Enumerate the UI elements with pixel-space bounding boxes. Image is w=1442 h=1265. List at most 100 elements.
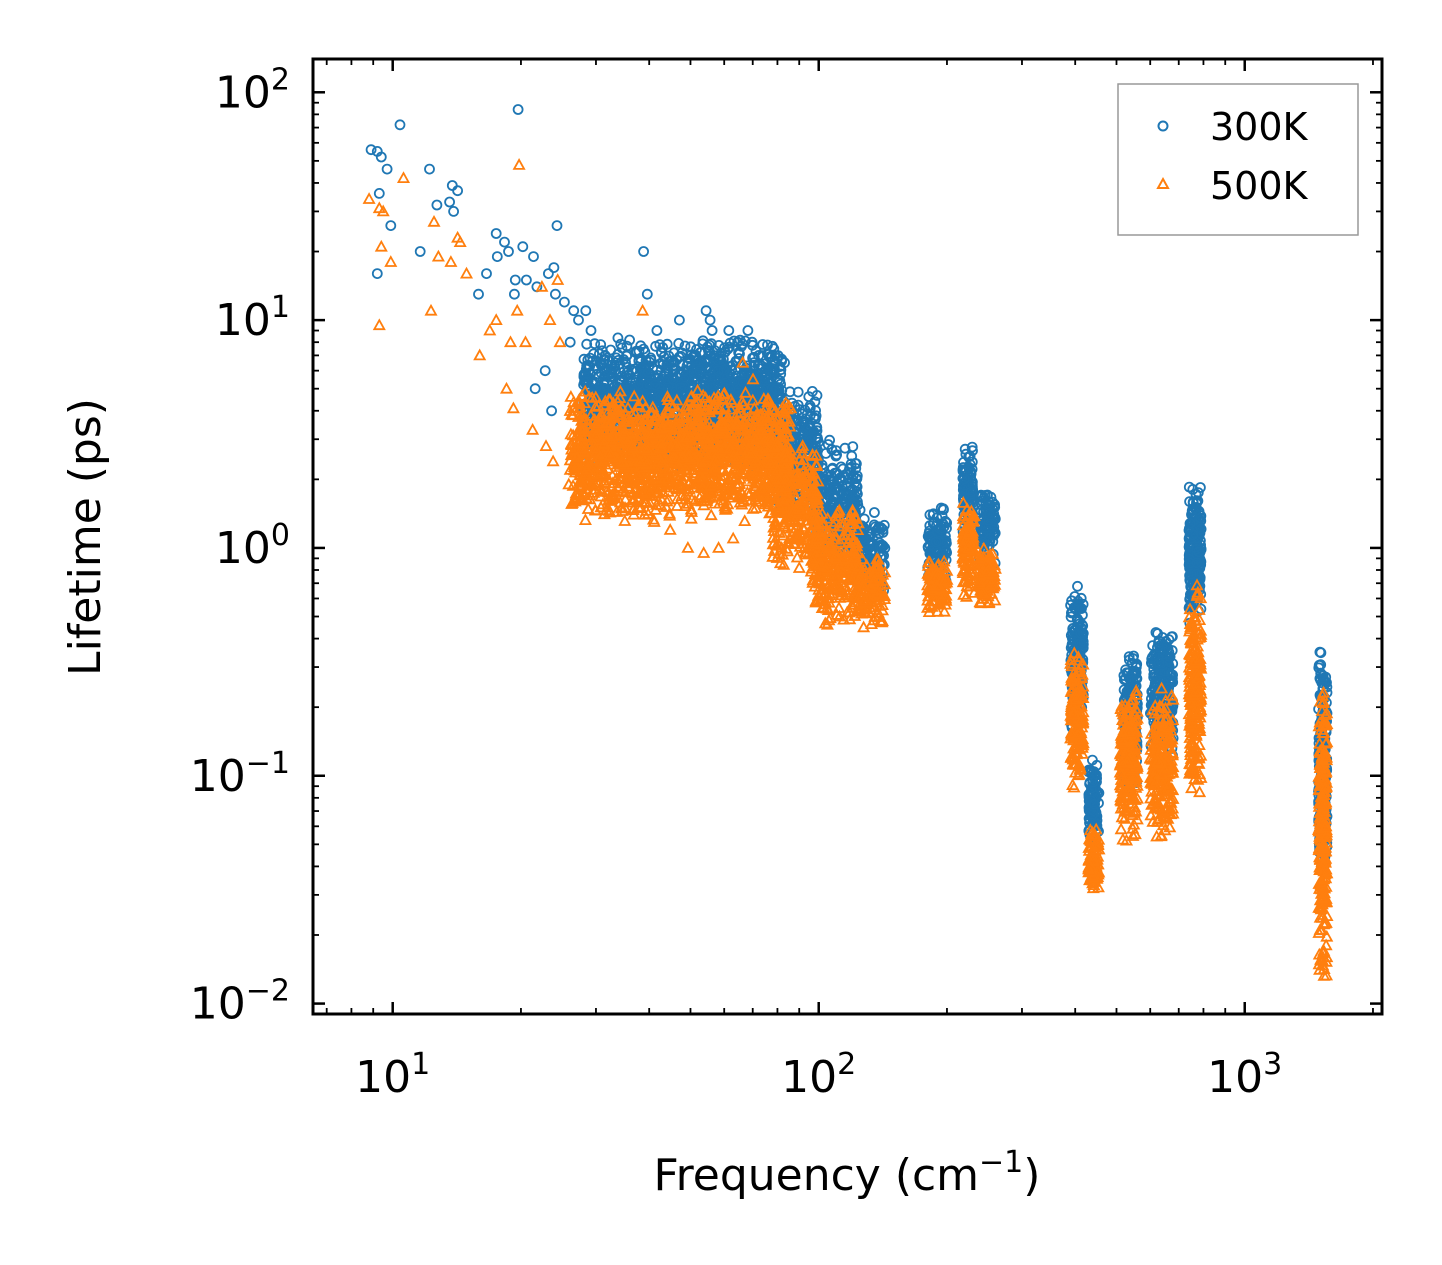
point-300k	[757, 339, 769, 350]
point-300k	[762, 362, 774, 374]
point-300k	[667, 373, 679, 385]
point-300k	[821, 486, 832, 498]
point-300k	[582, 354, 594, 366]
point-300k	[581, 338, 593, 350]
point-300k	[589, 338, 601, 350]
point-300k	[792, 386, 804, 398]
point-300k	[612, 332, 624, 344]
point-300k	[966, 441, 978, 453]
point-300k	[644, 378, 655, 390]
point-300k	[697, 338, 709, 350]
point-300k	[719, 342, 730, 354]
point-300k	[841, 468, 853, 480]
point-300k	[809, 396, 821, 408]
point-300k	[924, 531, 936, 542]
point-300k	[820, 447, 832, 459]
point-300k	[615, 338, 627, 350]
point-300k	[810, 413, 821, 425]
point-300k	[734, 348, 745, 360]
point-300k	[582, 371, 593, 383]
point-300k	[966, 463, 978, 475]
point-300k	[685, 341, 697, 353]
point-300k	[960, 448, 972, 460]
point-300k	[683, 358, 694, 369]
point-300k	[589, 376, 601, 388]
point-300k	[811, 389, 823, 401]
point-300k	[762, 339, 773, 351]
point-300k	[655, 358, 666, 370]
point-300k	[844, 463, 855, 475]
point-300k	[793, 415, 804, 427]
point-300k	[852, 488, 863, 500]
point-300k	[609, 359, 620, 371]
point-300k	[675, 382, 687, 394]
point-300k	[615, 374, 627, 386]
point-300k	[877, 527, 889, 538]
point-300k	[938, 504, 949, 516]
point-300k	[621, 340, 633, 352]
point-300k	[847, 441, 859, 453]
point-300k	[830, 445, 842, 457]
point-300k	[651, 377, 663, 389]
point-300k	[588, 348, 599, 360]
point-300k	[678, 365, 689, 377]
point-300k	[958, 479, 970, 491]
point-300k	[836, 490, 848, 502]
point-300k	[739, 364, 751, 376]
point-300k	[826, 499, 838, 510]
point-300k	[812, 433, 823, 445]
point-300k	[746, 370, 758, 382]
point-300k	[599, 370, 610, 382]
point-300k	[775, 368, 787, 380]
point-300k	[842, 490, 853, 502]
point-300k	[823, 474, 835, 486]
point-300k	[935, 502, 947, 514]
point-300k	[610, 352, 622, 364]
point-300k	[663, 350, 675, 362]
point-300k	[747, 380, 758, 392]
point-300k	[675, 350, 687, 362]
point-300k	[661, 338, 673, 350]
point-300k	[649, 379, 661, 391]
point-300k	[646, 391, 658, 402]
point-300k	[963, 451, 974, 463]
data-points	[362, 104, 1334, 981]
point-300k	[650, 340, 661, 352]
point-300k	[703, 344, 714, 356]
point-300k	[691, 344, 702, 355]
point-300k	[679, 340, 691, 352]
point-300k	[706, 372, 718, 384]
point-300k	[965, 486, 977, 498]
point-300k	[694, 365, 706, 377]
point-300k	[652, 369, 663, 381]
point-300k	[630, 347, 642, 359]
point-300k	[652, 389, 664, 401]
point-300k	[959, 473, 970, 485]
point-300k	[797, 428, 809, 440]
point-300k	[925, 545, 936, 557]
point-300k	[718, 364, 730, 376]
point-300k	[759, 365, 770, 377]
point-300k	[704, 346, 715, 358]
point-300k	[930, 536, 942, 548]
point-300k	[851, 458, 862, 470]
point-300k	[749, 359, 760, 371]
point-300k	[808, 411, 820, 423]
point-300k	[874, 541, 886, 553]
point-300k	[928, 517, 940, 528]
point-300k	[601, 385, 612, 397]
point-300k	[927, 509, 939, 521]
point-300k	[752, 360, 764, 372]
point-300k	[624, 334, 635, 346]
point-300k	[599, 382, 610, 394]
point-300k	[869, 507, 880, 518]
point-300k	[637, 368, 648, 380]
point-300k	[673, 337, 685, 349]
point-300k	[642, 367, 654, 378]
point-300k	[723, 341, 735, 353]
point-300k	[830, 450, 842, 462]
point-300k	[594, 356, 606, 368]
point-300k	[731, 382, 742, 394]
point-300k	[768, 385, 780, 397]
